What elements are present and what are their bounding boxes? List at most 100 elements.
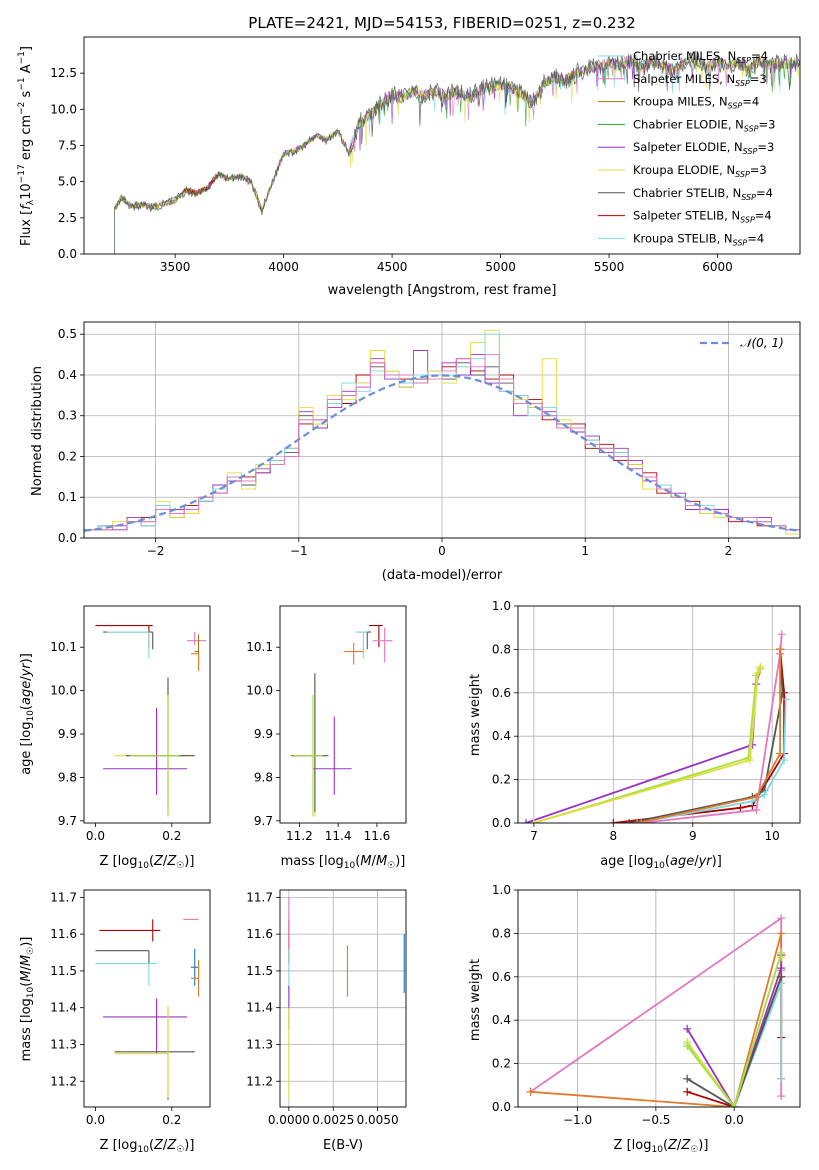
mass-weight-marker [637, 819, 646, 823]
x-tick-label: 0.0 [725, 1113, 744, 1127]
mw-z-ylabel: mass weight [468, 959, 483, 1041]
y-tick-label: 10.0 [50, 102, 77, 116]
y-tick-label: 11.2 [246, 1074, 273, 1088]
legend-label: Kroupa MILES, NSSP=4 [633, 95, 759, 111]
x-tick-label: 0.0000 [268, 1113, 310, 1127]
y-tick-label: 11.3 [246, 1037, 273, 1051]
mass-ebv-xlabel: E(B-V) [323, 1138, 363, 1153]
x-tick-label: 1 [581, 544, 589, 558]
spectrum-title: PLATE=2421, MJD=54153, FIBERID=0251, z=0… [248, 14, 635, 32]
spectrum-xlabel: wavelength [Angstrom, rest frame] [328, 283, 557, 298]
y-tick-label: 2.5 [58, 211, 77, 225]
y-tick-label: 11.7 [50, 890, 77, 904]
mass-weight-marker [777, 972, 786, 981]
mass-weight-marker [756, 662, 765, 671]
y-tick-label: 11.6 [246, 927, 273, 941]
mass-weight-marker [760, 790, 769, 799]
mass-weight-marker [609, 819, 618, 823]
mass-weight-marker [777, 929, 786, 938]
axes-frame [517, 605, 801, 824]
y-tick-label: 0.0 [58, 247, 77, 261]
y-tick-label: 11.7 [246, 890, 273, 904]
y-tick-label: 9.9 [58, 727, 77, 741]
y-tick-label: 7.5 [58, 139, 77, 153]
plot-clip-group [288, 897, 405, 1100]
y-tick-label: 11.5 [246, 964, 273, 978]
axes-frame [83, 889, 211, 1108]
x-tick-label: 6000 [702, 260, 733, 274]
mass-weight-marker [780, 756, 789, 765]
y-tick-label: 11.4 [246, 1001, 273, 1015]
mass-weight-marker [776, 749, 785, 758]
x-tick-label: −2 [147, 544, 165, 558]
y-tick-label: 0.0 [58, 531, 77, 545]
x-tick-label: 9 [689, 829, 697, 843]
mass-weight-marker [633, 819, 642, 823]
mass-weight-line [686, 955, 783, 1107]
mass-weight-line [686, 976, 783, 1107]
y-tick-label: 9.8 [254, 770, 273, 784]
y-tick-label: 11.3 [50, 1037, 77, 1051]
mw-age-ylabel: mass weight [468, 674, 483, 756]
axes-frame [517, 889, 801, 1108]
y-tick-label: 10.1 [50, 640, 77, 654]
y-tick-label: 5.0 [58, 175, 77, 189]
axes-frame [83, 321, 801, 539]
gaussian-curve [84, 374, 800, 532]
mass-weight-marker [752, 792, 761, 801]
y-tick-label: 0.4 [492, 729, 511, 743]
x-tick-label: 8 [610, 829, 618, 843]
mw-z-xlabel: Z [log10(Z/Z☉)] [614, 1138, 709, 1155]
x-tick-label: 3500 [160, 260, 191, 274]
axes-frame [83, 36, 801, 255]
x-tick-label: −0.5 [641, 1113, 670, 1127]
spectrum-panel: PLATE=2421, MJD=54153, FIBERID=0251, z=0… [17, 14, 801, 298]
y-tick-label: 9.9 [254, 727, 273, 741]
mass-weight-marker [526, 1087, 535, 1096]
y-tick-label: 0.6 [492, 686, 511, 700]
legend-label: Kroupa STELIB, NSSP=4 [633, 231, 764, 247]
y-tick-label: 11.5 [50, 964, 77, 978]
y-tick-label: 0.2 [58, 449, 77, 463]
x-tick-label: 0.2 [162, 1113, 181, 1127]
x-tick-label: 11.4 [325, 829, 352, 843]
mass-weight-line [640, 634, 783, 823]
plot-clip-group [95, 918, 200, 1100]
x-tick-label: 0.2 [162, 829, 181, 843]
x-tick-label: −1.0 [563, 1113, 592, 1127]
legend-label: Salpeter MILES, NSSP=3 [633, 72, 767, 88]
x-tick-label: 11.6 [364, 829, 391, 843]
histogram-ylabel: Normed distribution [30, 366, 45, 496]
y-tick-label: 10.0 [246, 684, 273, 698]
legend-label: 𝒩(0, 1) [740, 336, 784, 350]
mass-weight-line [613, 649, 785, 823]
plot-clip-group [114, 50, 800, 254]
mass-weight-marker [781, 695, 790, 704]
histogram-legend: 𝒩(0, 1) [700, 336, 784, 350]
y-tick-label: 12.5 [50, 66, 77, 80]
x-tick-label: 0.0 [86, 829, 105, 843]
mass-weight-line [533, 668, 762, 823]
mass-vs-ebv-panel: E(B-V) 0.0000 0.0025 0.0050 11.2 11.3 11.4 11.… [246, 889, 407, 1153]
mass-weight-marker [777, 964, 786, 973]
mass-weight-line [637, 649, 781, 823]
mass-weight-marker [625, 819, 634, 823]
y-tick-label: 0.0 [492, 816, 511, 830]
mass-weight-marker [777, 914, 786, 923]
y-tick-label: 0.1 [58, 490, 77, 504]
mass-z-xlabel: Z [log10(Z/Z☉)] [100, 1138, 195, 1155]
plot-clip-group [526, 914, 786, 1107]
spectrum-line [114, 50, 800, 254]
mass-weight-line [525, 668, 762, 823]
age-vs-metallicity-panel: Z [log10(Z/Z☉)] age [log10(age/yr)] 0.0 0… [19, 605, 211, 871]
y-tick-label: 0.5 [58, 327, 77, 341]
y-tick-label: 0.2 [492, 773, 511, 787]
mass-weight-marker [683, 1024, 692, 1033]
axes-frame [83, 605, 211, 824]
spectrum-ylabel: Flux [fλ10−17 erg cm−2 s−1 A−1] [17, 46, 36, 246]
legend-label: Chabrier ELODIE, NSSP=3 [633, 117, 775, 133]
y-tick-label: 11.6 [50, 927, 77, 941]
y-tick-label: 1.0 [492, 883, 511, 897]
x-tick-label: 0.0 [86, 1113, 105, 1127]
